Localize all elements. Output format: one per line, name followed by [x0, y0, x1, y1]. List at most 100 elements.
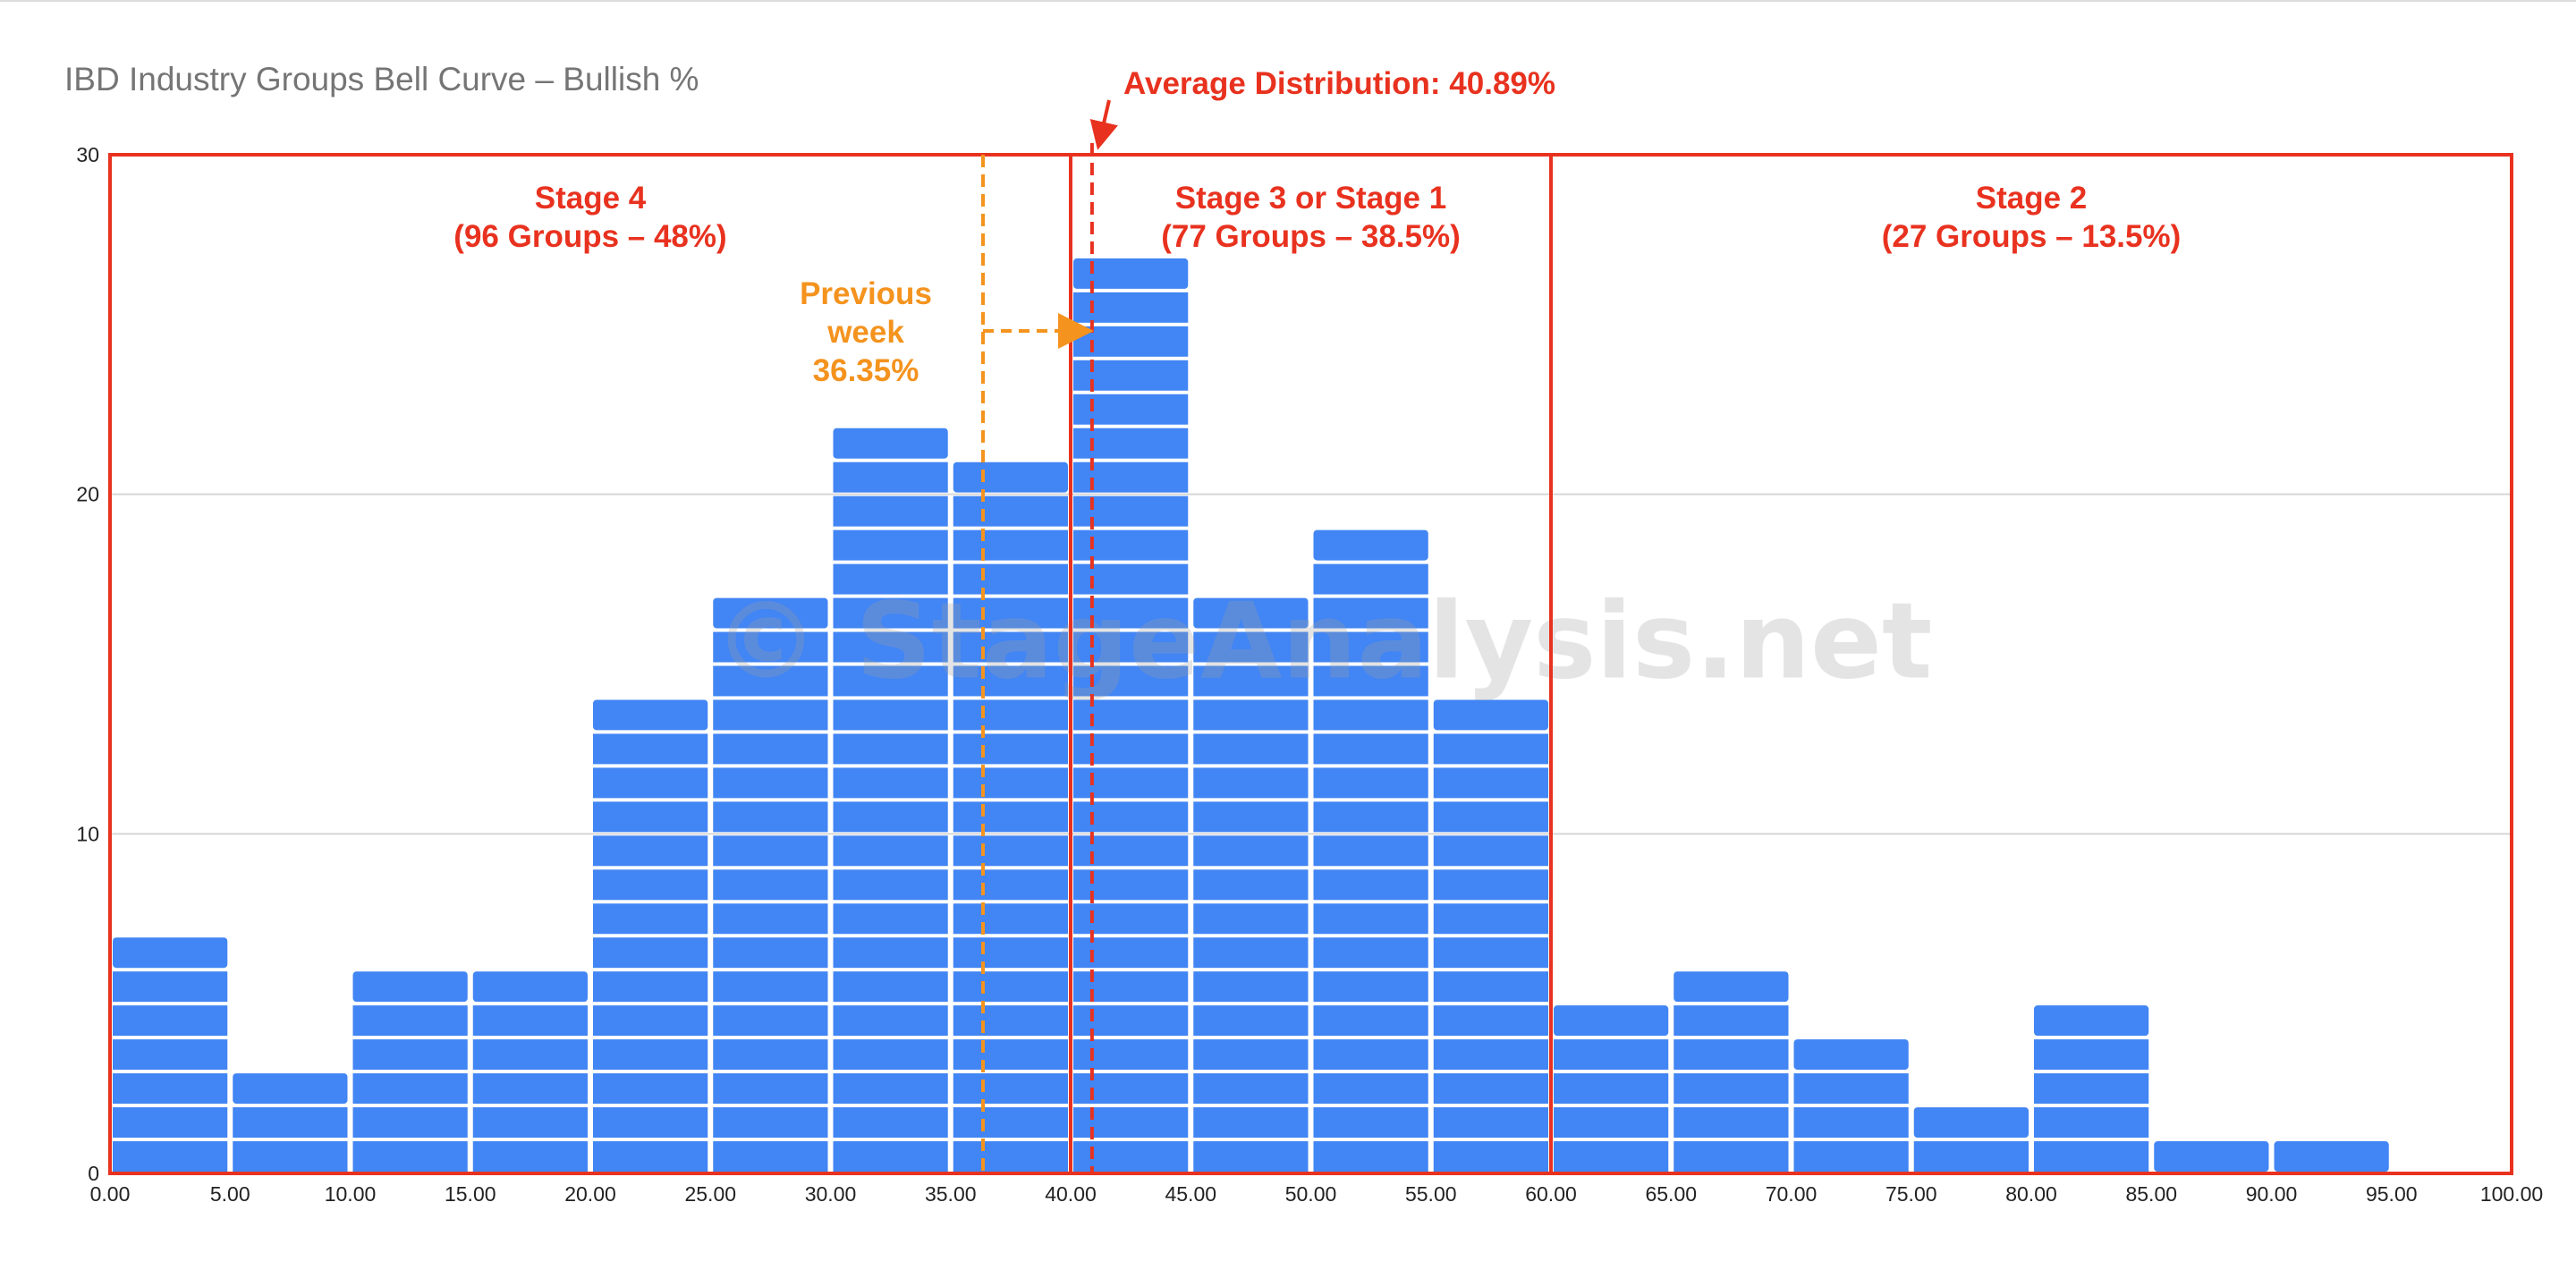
bar-segment: [833, 869, 948, 901]
bar-segment: [953, 903, 1068, 935]
bar-segment: [1433, 1005, 1548, 1037]
bar-segment: [1554, 1107, 1669, 1139]
bar-segment: [713, 767, 828, 799]
x-tick-label: 75.00: [1885, 1182, 1937, 1206]
bar-segment: [593, 869, 708, 901]
x-tick-label: 65.00: [1645, 1182, 1697, 1206]
x-tick-label: 5.00: [210, 1182, 250, 1206]
bar-segment: [113, 1039, 228, 1071]
bar-segment: [953, 699, 1068, 731]
histogram-bar: [1313, 529, 1428, 1172]
bar-segment: [953, 733, 1068, 765]
bar-segment: [833, 1005, 948, 1037]
x-axis-ticks: 0.00 5.00 10.00 15.00 20.00 25.00 30.00 35.00 40…: [90, 1182, 2544, 1206]
bar-segment: [113, 1073, 228, 1105]
bar-segment: [1313, 767, 1428, 799]
bar-segment: [1674, 971, 1789, 1003]
bar-segment: [1193, 597, 1309, 629]
bar-segment: [113, 1107, 228, 1139]
bar-segment: [953, 971, 1068, 1003]
bar-segment: [713, 1005, 828, 1037]
bar-segment: [1313, 835, 1428, 867]
bar-segment: [1073, 258, 1189, 289]
x-tick-label: 45.00: [1165, 1182, 1216, 1206]
bar-segment: [593, 903, 708, 935]
bar-segment: [2034, 1141, 2149, 1172]
bar-segment: [352, 1141, 468, 1172]
histogram-bar: [1674, 971, 1789, 1172]
previous-week-label: 36.35%: [813, 353, 919, 388]
bar-segment: [833, 1039, 948, 1071]
bar-segment: [1433, 801, 1548, 833]
watermark: © StageAnalysis.net: [713, 580, 1932, 703]
bar-segment: [113, 971, 228, 1003]
bar-segment: [1313, 733, 1428, 765]
bar-segment: [593, 937, 708, 969]
bar-segment: [1193, 767, 1309, 799]
previous-week-label: week: [826, 315, 904, 350]
bar-segment: [593, 1005, 708, 1037]
bar-segment: [2154, 1141, 2269, 1172]
bar-segment: [1313, 563, 1428, 595]
bar-segment: [2034, 1073, 2149, 1105]
bar-segment: [1913, 1141, 2029, 1172]
bar-segment: [113, 937, 228, 969]
bar-segment: [953, 869, 1068, 901]
x-tick-label: 95.00: [2366, 1182, 2418, 1206]
stage-groups-label: (27 Groups – 13.5%): [1882, 219, 2182, 254]
bar-segment: [953, 461, 1068, 493]
watermark-text: © StageAnalysis.net: [713, 580, 1932, 703]
bar-segment: [352, 1107, 468, 1139]
bar-segment: [472, 1039, 588, 1071]
bar-segment: [1433, 699, 1548, 731]
average-distribution-label: Average Distribution: 40.89%: [1123, 66, 1555, 101]
bar-segment: [953, 563, 1068, 595]
bar-segment: [352, 1039, 468, 1071]
stage-label: Stage 4: [535, 181, 647, 216]
bar-segment: [833, 937, 948, 969]
bar-segment: [1193, 971, 1309, 1003]
bar-segment: [833, 1107, 948, 1139]
average-distribution-arrow: [1089, 99, 1118, 150]
bar-segment: [833, 1073, 948, 1105]
bar-segment: [833, 733, 948, 765]
bar-segment: [833, 835, 948, 867]
bar-segment: [1193, 1107, 1309, 1139]
bar-segment: [593, 971, 708, 1003]
bar-segment: [1313, 1073, 1428, 1105]
previous-week-label: Previous: [800, 276, 932, 311]
histogram-bar: [1793, 1039, 1909, 1172]
bar-segment: [953, 1005, 1068, 1037]
bar-segment: [1193, 1039, 1309, 1071]
bar-segment: [1433, 937, 1548, 969]
y-tick-label: 20: [76, 483, 99, 506]
bar-segment: [713, 801, 828, 833]
bar-segment: [1193, 903, 1309, 935]
stage-groups-label: (77 Groups – 38.5%): [1161, 219, 1461, 254]
stage-regions: Stage 4(96 Groups – 48%) Stage 3 or Stage…: [108, 153, 2513, 1175]
bar-segment: [1193, 869, 1309, 901]
histogram-bar: [233, 1073, 348, 1172]
bar-segment: [953, 631, 1068, 663]
bar-segment: [833, 529, 948, 561]
bar-segment: [1554, 1005, 1669, 1037]
bar-segment: [472, 971, 588, 1003]
bar-segment: [1193, 665, 1309, 697]
bar-segment: [2034, 1107, 2149, 1139]
stage-groups-label: (96 Groups – 48%): [453, 219, 726, 254]
bar-segment: [352, 1005, 468, 1037]
bar-segment: [1674, 1107, 1789, 1139]
bar-segment: [593, 1073, 708, 1105]
bar-segment: [713, 869, 828, 901]
bar-segment: [113, 1005, 228, 1037]
bar-segment: [833, 767, 948, 799]
bar-segment: [953, 597, 1068, 629]
bar-segment: [713, 971, 828, 1003]
bar-segment: [1313, 1005, 1428, 1037]
x-tick-label: 55.00: [1405, 1182, 1457, 1206]
bar-segment: [233, 1073, 348, 1105]
bar-segment: [593, 835, 708, 867]
histogram-bar: [472, 971, 588, 1172]
histogram-bar: [1433, 699, 1548, 1172]
